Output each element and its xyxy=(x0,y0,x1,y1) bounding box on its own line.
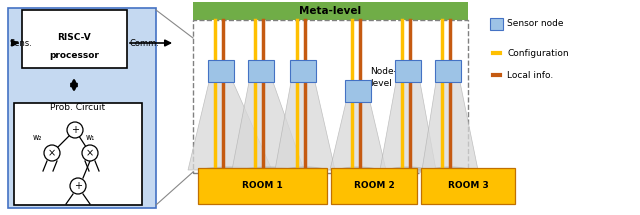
Text: ROOM 2: ROOM 2 xyxy=(354,181,394,190)
Text: RISC-V: RISC-V xyxy=(57,34,91,43)
Ellipse shape xyxy=(243,166,293,174)
FancyBboxPatch shape xyxy=(290,60,316,82)
Text: ROOM 1: ROOM 1 xyxy=(242,181,283,190)
Circle shape xyxy=(67,122,83,138)
Text: ×: × xyxy=(86,148,94,158)
FancyBboxPatch shape xyxy=(8,8,156,208)
FancyBboxPatch shape xyxy=(490,18,503,30)
Text: ROOM 3: ROOM 3 xyxy=(447,181,488,190)
Text: Meta-level: Meta-level xyxy=(300,6,362,16)
Ellipse shape xyxy=(430,166,470,174)
Text: Sensor node: Sensor node xyxy=(507,20,563,29)
FancyBboxPatch shape xyxy=(14,103,142,205)
FancyBboxPatch shape xyxy=(331,168,417,204)
FancyBboxPatch shape xyxy=(198,168,327,204)
FancyBboxPatch shape xyxy=(208,60,234,82)
Circle shape xyxy=(82,145,98,161)
FancyBboxPatch shape xyxy=(421,168,515,204)
Text: Sens.: Sens. xyxy=(10,38,33,48)
Ellipse shape xyxy=(339,166,378,174)
Ellipse shape xyxy=(284,166,326,174)
Polygon shape xyxy=(188,82,272,170)
Polygon shape xyxy=(330,102,386,170)
Text: processor: processor xyxy=(49,51,99,60)
Text: Configuration: Configuration xyxy=(507,49,568,57)
FancyBboxPatch shape xyxy=(435,60,461,82)
FancyBboxPatch shape xyxy=(193,2,468,20)
Text: Node-: Node- xyxy=(370,68,397,77)
Ellipse shape xyxy=(388,166,428,174)
Polygon shape xyxy=(380,82,436,170)
Polygon shape xyxy=(275,82,335,170)
Text: Local info.: Local info. xyxy=(507,71,553,80)
Text: w₁: w₁ xyxy=(85,134,95,143)
FancyBboxPatch shape xyxy=(395,60,421,82)
Text: Comm.: Comm. xyxy=(130,38,160,48)
Text: Prob. Circuit: Prob. Circuit xyxy=(51,103,106,112)
Text: +: + xyxy=(71,125,79,135)
Polygon shape xyxy=(422,82,478,170)
Text: w₂: w₂ xyxy=(32,134,42,143)
Ellipse shape xyxy=(200,166,259,174)
FancyBboxPatch shape xyxy=(345,80,371,102)
FancyBboxPatch shape xyxy=(248,60,274,82)
Circle shape xyxy=(70,178,86,194)
Text: level: level xyxy=(370,80,392,89)
Text: ×: × xyxy=(48,148,56,158)
Circle shape xyxy=(44,145,60,161)
FancyBboxPatch shape xyxy=(22,10,127,68)
Text: +: + xyxy=(74,181,82,191)
Polygon shape xyxy=(232,82,304,170)
